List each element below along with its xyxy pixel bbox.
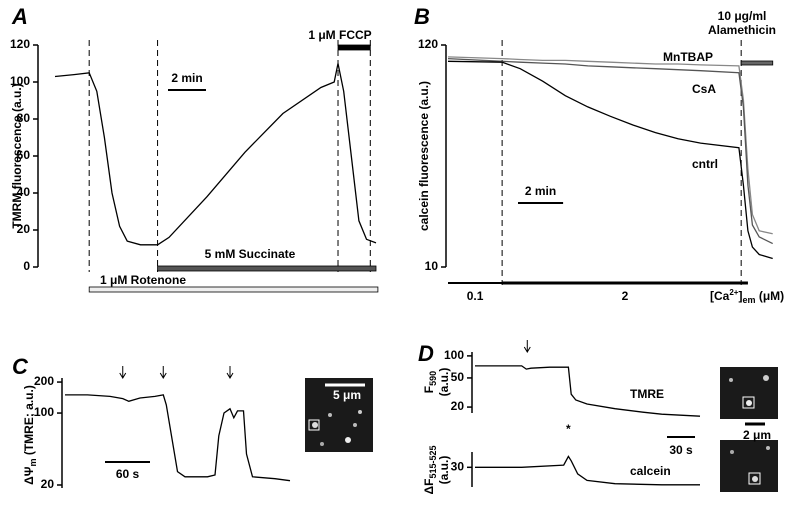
series-label: cntrl — [692, 157, 718, 171]
y-label-sub: 590 — [428, 371, 438, 386]
treatment-bar — [740, 60, 774, 66]
series-label: MnTBAP — [663, 50, 713, 64]
calcium-label-part: (μM) — [755, 289, 784, 303]
y-tick-label: 10 — [425, 259, 439, 273]
y-axis-label: (a.u.) — [437, 456, 451, 485]
scale-bar-label: 2 min — [525, 184, 556, 198]
treatment-label: 5 mM Succinate — [205, 247, 296, 261]
calcium-label-part: 2+ — [729, 288, 738, 297]
y-label-text: calcein fluorescence (a.u.) — [417, 81, 431, 231]
y-axis-label: (a.u.) — [437, 368, 451, 397]
micrographs-d — [720, 367, 778, 492]
y-tick-label: 120 — [418, 37, 438, 51]
trace — [447, 57, 773, 245]
treatment-bar — [157, 265, 377, 272]
y-label-text: (a.u.) — [437, 456, 451, 485]
y-label-sub: m — [28, 458, 38, 466]
panel-label: A — [11, 4, 28, 29]
y-tick-label: 100 — [34, 405, 54, 419]
y-label-text: (a.u.) — [437, 368, 451, 397]
treatment-bar — [88, 286, 379, 293]
y-tick-label: 20 — [41, 477, 55, 491]
y-tick-label: 200 — [34, 374, 54, 388]
arrow — [226, 366, 234, 379]
arrow — [159, 366, 167, 379]
y-tick-label: 30 — [451, 459, 465, 473]
arrow — [523, 340, 531, 353]
treatment-label: 1 μM FCCP — [308, 28, 371, 42]
arrow — [119, 366, 127, 379]
panel-label: C — [12, 354, 29, 379]
y-tick-label: 20 — [17, 222, 31, 236]
y-label-text: ΔF — [422, 479, 436, 495]
y-tick-label: 80 — [17, 111, 31, 125]
calcium-label: 2 — [622, 289, 629, 303]
y-label-text: ΔΨ — [22, 466, 36, 485]
y-tick-label: 50 — [451, 370, 465, 384]
treatment-label: 1 μM Rotenone — [100, 273, 186, 287]
image-scale-label: 2 μm — [743, 428, 771, 442]
calcium-axis-label: [Ca2+]em (μM) — [710, 288, 784, 305]
calcium-label-part: ] — [738, 289, 742, 303]
micrograph — [305, 378, 373, 452]
y-axis-label: ΔF515-525 — [422, 446, 438, 495]
asterisk: * — [566, 422, 571, 436]
treatment-bar — [337, 44, 371, 51]
trace — [447, 56, 773, 235]
series-label: calcein — [630, 464, 671, 478]
treatment-label: 10 μg/ml — [718, 9, 767, 23]
y-tick-label: 0 — [23, 259, 30, 273]
y-tick-label: 100 — [10, 74, 30, 88]
series-label: CsA — [692, 82, 716, 96]
trace — [54, 63, 377, 246]
y-tick-label: 20 — [451, 399, 465, 413]
micrograph-c — [305, 378, 373, 452]
y-tick-label: 40 — [17, 185, 31, 199]
y-label-text: F — [422, 386, 436, 393]
y-axis-label: TMRM fluorescence (a.u.) — [10, 83, 24, 228]
calcium-label: 0.1 — [467, 289, 484, 303]
micrograph — [720, 367, 778, 419]
panel-label: D — [418, 341, 434, 366]
scale-bar-label: 60 s — [116, 467, 140, 481]
trace — [447, 60, 773, 260]
y-tick-label: 120 — [10, 37, 30, 51]
y-axis-label: calcein fluorescence (a.u.) — [417, 81, 431, 231]
calcium-label-part: [Ca — [710, 289, 730, 303]
panel-label: B — [414, 4, 430, 29]
series-label: TMRE — [630, 387, 664, 401]
y-axis-label: ΔΨm (TMRE; a.u.) — [22, 385, 38, 485]
calcium-label-part: em — [742, 295, 755, 305]
y-label-text: TMRM fluorescence (a.u.) — [10, 83, 24, 228]
trace — [65, 394, 291, 482]
y-label-text: (TMRE; a.u.) — [22, 385, 36, 458]
y-tick-label: 100 — [444, 348, 464, 362]
y-label-sub: 515-525 — [428, 446, 438, 479]
trace — [475, 455, 700, 486]
scale-bar-label: 2 min — [171, 71, 202, 85]
treatment-label: Alamethicin — [708, 23, 776, 37]
trace — [475, 365, 701, 417]
image-scale-label: 5 μm — [333, 388, 361, 402]
scale-bar-label: 30 s — [669, 443, 693, 457]
y-axis-label: F590 — [422, 371, 438, 393]
y-tick-label: 60 — [17, 148, 31, 162]
